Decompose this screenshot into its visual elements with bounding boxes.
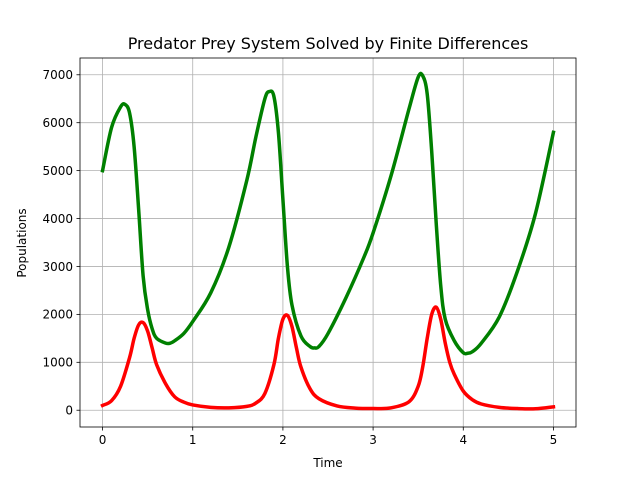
y-axis-title: Populations: [15, 208, 29, 277]
x-tick-label: 5: [550, 433, 558, 447]
x-tick-label: 1: [189, 433, 197, 447]
x-tick-label: 2: [279, 433, 287, 447]
y-tick-label: 7000: [42, 68, 73, 82]
x-tick-label: 0: [99, 433, 107, 447]
x-tick-label: 4: [459, 433, 467, 447]
series-line-red: [100, 305, 556, 411]
y-axis: 0 1000 2000 3000 4000 5000 6000 7000: [42, 68, 80, 418]
x-axis: 0 1 2 3 4 5: [99, 427, 558, 447]
y-tick-label: 5000: [42, 164, 73, 178]
x-tick-label: 3: [369, 433, 377, 447]
y-tick-label: 6000: [42, 116, 73, 130]
plot-series: [100, 71, 556, 411]
plot-frame: [79, 57, 577, 428]
y-tick-label: 1000: [42, 356, 73, 370]
y-tick-label: 0: [65, 404, 73, 418]
y-tick-label: 3000: [42, 260, 73, 274]
series-line-green: [100, 71, 556, 356]
grid-lines: [80, 58, 576, 427]
chart-title: Predator Prey System Solved by Finite Di…: [128, 34, 529, 53]
y-tick-label: 2000: [42, 308, 73, 322]
x-axis-title: Time: [312, 456, 342, 470]
y-tick-label: 4000: [42, 212, 73, 226]
